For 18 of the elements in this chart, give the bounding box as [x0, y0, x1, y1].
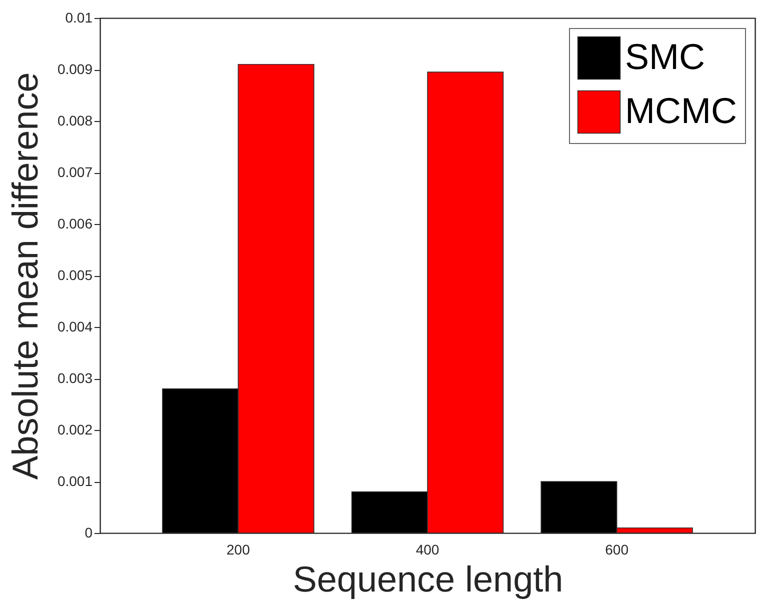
y-tick-label: 0.007	[57, 164, 93, 180]
x-tick-label: 600	[605, 542, 629, 558]
y-tick-label: 0.001	[57, 473, 93, 489]
x-tick-label: 400	[416, 542, 440, 558]
y-tick-label: 0.003	[57, 370, 93, 386]
y-tick-label: 0.01	[65, 10, 93, 26]
y-tick-label: 0.005	[57, 267, 93, 283]
y-tick-label: 0.008	[57, 112, 93, 128]
y-axis-title: Absolute mean difference	[4, 72, 46, 480]
legend-label: MCMC	[625, 90, 737, 131]
y-tick-label: 0	[84, 524, 93, 540]
y-tick-label: 0.009	[57, 61, 93, 77]
y-tick-label: 0.002	[57, 422, 93, 438]
legend-label: SMC	[625, 36, 705, 77]
x-axis-title: Sequence length	[292, 558, 564, 600]
y-tick-label: 0.004	[57, 318, 93, 334]
y-tick-label: 0.006	[57, 216, 93, 232]
x-tick-label: 200	[226, 542, 250, 558]
